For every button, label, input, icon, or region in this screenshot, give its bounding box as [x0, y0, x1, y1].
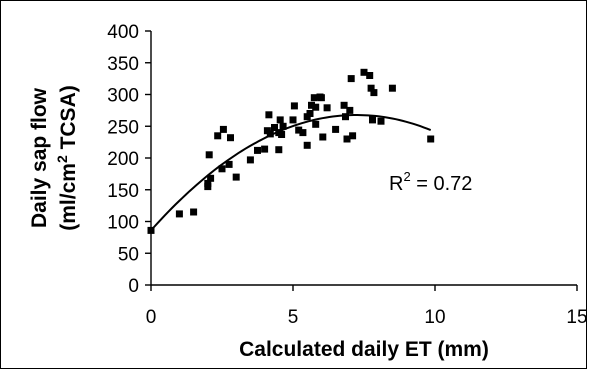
- x-tick-label: 15: [566, 307, 587, 328]
- data-point: [275, 146, 283, 154]
- y-tick-label: 100: [107, 213, 139, 234]
- data-point: [227, 134, 234, 142]
- data-point: [347, 75, 355, 83]
- x-tick-label: 0: [146, 307, 157, 328]
- y-axis-title: Daily sap flow (ml/cm2 TCSA): [28, 85, 80, 230]
- data-point: [310, 94, 318, 102]
- data-point: [388, 84, 396, 92]
- data-point: [214, 132, 222, 140]
- x-axis-title: Calculated daily ET (mm): [239, 338, 489, 361]
- data-point: [205, 151, 213, 159]
- data-point: [219, 125, 227, 133]
- y-tick-label: 250: [107, 117, 139, 138]
- data-point: [246, 156, 254, 164]
- data-point: [278, 131, 286, 138]
- data-point: [289, 116, 297, 124]
- data-point: [370, 89, 378, 97]
- y-tick-label: 300: [107, 86, 139, 107]
- y-tick-label: 150: [107, 181, 139, 202]
- data-point: [332, 125, 340, 133]
- data-point: [323, 104, 331, 112]
- y-tick-label: 350: [107, 54, 139, 75]
- ticks: [145, 30, 578, 291]
- y-axis-title-line1: Daily sap flow: [28, 87, 51, 228]
- data-point: [343, 135, 351, 143]
- data-point: [377, 117, 385, 125]
- data-point: [190, 208, 198, 216]
- data-point: [367, 84, 375, 92]
- data-point: [319, 133, 327, 141]
- data-point: [346, 106, 354, 114]
- data-point: [427, 135, 435, 143]
- data-point: [317, 94, 325, 102]
- data-point: [290, 102, 298, 110]
- data-points: [147, 68, 435, 234]
- data-point: [218, 165, 226, 173]
- data-point: [312, 120, 320, 128]
- y-tick-label: 50: [118, 244, 139, 265]
- data-point: [271, 124, 278, 131]
- data-point: [366, 72, 374, 79]
- data-point: [265, 111, 273, 119]
- data-point: [225, 160, 233, 168]
- data-point: [276, 116, 284, 124]
- data-point: [279, 122, 287, 130]
- data-point: [299, 129, 307, 137]
- data-point: [207, 174, 215, 182]
- data-point: [204, 183, 212, 191]
- data-point: [232, 173, 240, 181]
- data-point: [308, 101, 315, 109]
- trendline: [150, 114, 432, 232]
- data-point: [369, 116, 376, 124]
- tick-labels: 0 50 100 150 200 250 300 350 400 0 5 10 15: [107, 22, 587, 328]
- y-axis-title-line2: (ml/cm2 TCSA): [54, 85, 80, 230]
- data-point: [342, 113, 349, 121]
- data-point: [340, 101, 348, 109]
- data-point: [303, 141, 311, 149]
- data-point: [360, 68, 368, 76]
- y-tick-label: 0: [128, 276, 139, 297]
- data-point: [295, 126, 303, 134]
- data-point: [312, 103, 320, 111]
- y-tick-label: 400: [107, 22, 139, 43]
- r-squared-annotation: R2 = 0.72: [389, 169, 472, 195]
- data-point: [175, 210, 183, 218]
- data-point: [261, 145, 269, 153]
- data-point: [147, 226, 155, 234]
- data-point: [349, 132, 357, 140]
- data-point: [266, 130, 274, 138]
- data-point: [254, 146, 261, 154]
- y-tick-label: 200: [107, 149, 139, 170]
- data-point: [306, 110, 314, 117]
- x-tick-label: 5: [288, 307, 299, 328]
- x-tick-label: 10: [424, 307, 445, 328]
